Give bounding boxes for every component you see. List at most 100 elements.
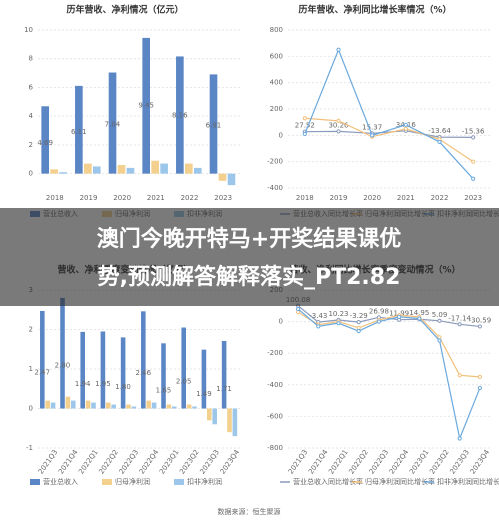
point xyxy=(316,324,321,329)
bar xyxy=(50,169,58,174)
banner-bg xyxy=(0,208,499,306)
data-label: 14.95 xyxy=(409,309,429,317)
legend-swatch xyxy=(174,479,184,485)
bar xyxy=(106,402,111,409)
bar xyxy=(227,408,232,433)
data-label: -15.36 xyxy=(462,127,485,135)
y-tick-label: 2 xyxy=(29,141,33,149)
point xyxy=(403,122,408,127)
point xyxy=(477,374,482,379)
x-tick-label: 2023Q4 xyxy=(219,448,242,476)
bar xyxy=(126,404,131,409)
bar xyxy=(92,166,101,174)
bar xyxy=(161,343,166,409)
y-tick-label: -200 xyxy=(267,158,283,166)
bar xyxy=(176,56,184,174)
data-label: -3.43 xyxy=(309,312,327,320)
y-tick-label: -400 xyxy=(267,184,283,192)
y-tick-label: -600 xyxy=(267,412,283,420)
legend-label: 归母净利润同比增长率 xyxy=(365,477,435,486)
y-tick-label: 400 xyxy=(270,79,283,87)
y-tick-label: 8 xyxy=(29,55,33,63)
x-tick-label: 2022Q3 xyxy=(118,448,140,475)
bar xyxy=(192,406,197,409)
data-label: 2.05 xyxy=(176,378,192,386)
x-tick-label: 2022Q2 xyxy=(97,448,119,475)
legend-label: 归母净利润 xyxy=(115,477,150,486)
y-tick-label: 10 xyxy=(24,26,33,34)
point xyxy=(457,436,462,441)
x-tick-label: 2023Q2 xyxy=(178,448,200,475)
bar xyxy=(41,106,49,174)
point xyxy=(437,139,442,145)
y-tick-label: 6 xyxy=(29,83,34,91)
x-tick-label: 2023 xyxy=(214,194,232,202)
x-tick-label: 2020 xyxy=(113,194,131,202)
legend-label: 营业总收入 xyxy=(43,477,78,486)
legend-label: 扣非净利润 xyxy=(187,477,222,486)
bar xyxy=(146,400,151,409)
data-label: 26.98 xyxy=(369,307,389,315)
bar xyxy=(117,165,126,174)
bar xyxy=(120,337,126,409)
x-tick-label: 2018 xyxy=(296,194,314,202)
x-tick-label: 2023 xyxy=(464,194,482,202)
point xyxy=(397,314,402,319)
bar xyxy=(111,404,116,409)
bar xyxy=(232,408,238,437)
x-tick-label: 2023Q3 xyxy=(198,448,220,475)
line xyxy=(304,117,474,163)
y-tick-label: -200 xyxy=(267,349,283,357)
point xyxy=(336,47,341,52)
x-tick-label: 2019 xyxy=(330,194,348,202)
legend-label: 扣非净利润同比增长率 xyxy=(437,477,499,486)
bar xyxy=(91,402,96,409)
data-label: 2.80 xyxy=(55,361,71,369)
point xyxy=(336,129,341,134)
bar xyxy=(126,167,135,174)
x-tick-label: 2019 xyxy=(80,194,98,202)
point xyxy=(477,385,482,391)
chart-title: 历年营收、净利同比增长率情况（%） xyxy=(298,4,451,16)
data-label: -17.14 xyxy=(448,314,471,322)
bar xyxy=(50,402,56,409)
x-tick-label: 2021 xyxy=(147,194,165,202)
x-tick-label: 2021Q3 xyxy=(287,448,309,475)
x-tick-label: 2023Q2 xyxy=(428,448,450,475)
data-label: 5.09 xyxy=(432,311,448,319)
point xyxy=(477,324,482,329)
x-tick-label: 2023Q1 xyxy=(158,448,180,475)
x-tick-label: 2022 xyxy=(431,194,449,202)
x-tick-label: 2018 xyxy=(46,194,64,202)
banner-line: 势,预测解答解释落实_PT2.82 xyxy=(98,264,401,290)
data-label: 15.37 xyxy=(362,123,382,131)
y-tick-label: -1 xyxy=(26,444,33,452)
x-tick-label: 2021 xyxy=(397,194,415,202)
y-tick-label: 0 xyxy=(29,170,33,178)
point xyxy=(302,131,307,137)
x-tick-label: 2023Q1 xyxy=(408,448,430,475)
data-label: 1.95 xyxy=(95,380,111,388)
y-tick-label: 200 xyxy=(270,105,283,113)
data-label: -30.59 xyxy=(469,316,492,324)
banner-line: 澳门今晚开特马+开奖结果课优 xyxy=(97,226,401,252)
bar xyxy=(141,311,146,409)
bar xyxy=(45,400,50,409)
data-label: 6.11 xyxy=(71,128,87,136)
data-label: 2.46 xyxy=(135,369,151,377)
point xyxy=(336,321,341,326)
bar xyxy=(65,396,71,409)
bar xyxy=(186,404,192,409)
y-tick-label: -400 xyxy=(267,381,283,389)
point xyxy=(376,319,381,324)
data-label: 4.69 xyxy=(37,139,53,147)
legend-swatch xyxy=(102,479,112,485)
x-tick-label: 2022Q2 xyxy=(347,448,369,475)
point xyxy=(471,135,476,140)
data-label: 7.04 xyxy=(105,120,121,128)
line xyxy=(297,308,481,441)
point xyxy=(457,373,462,378)
bar xyxy=(171,406,177,409)
x-tick-label: 2023Q4 xyxy=(469,448,492,476)
y-tick-label: -800 xyxy=(267,444,283,452)
